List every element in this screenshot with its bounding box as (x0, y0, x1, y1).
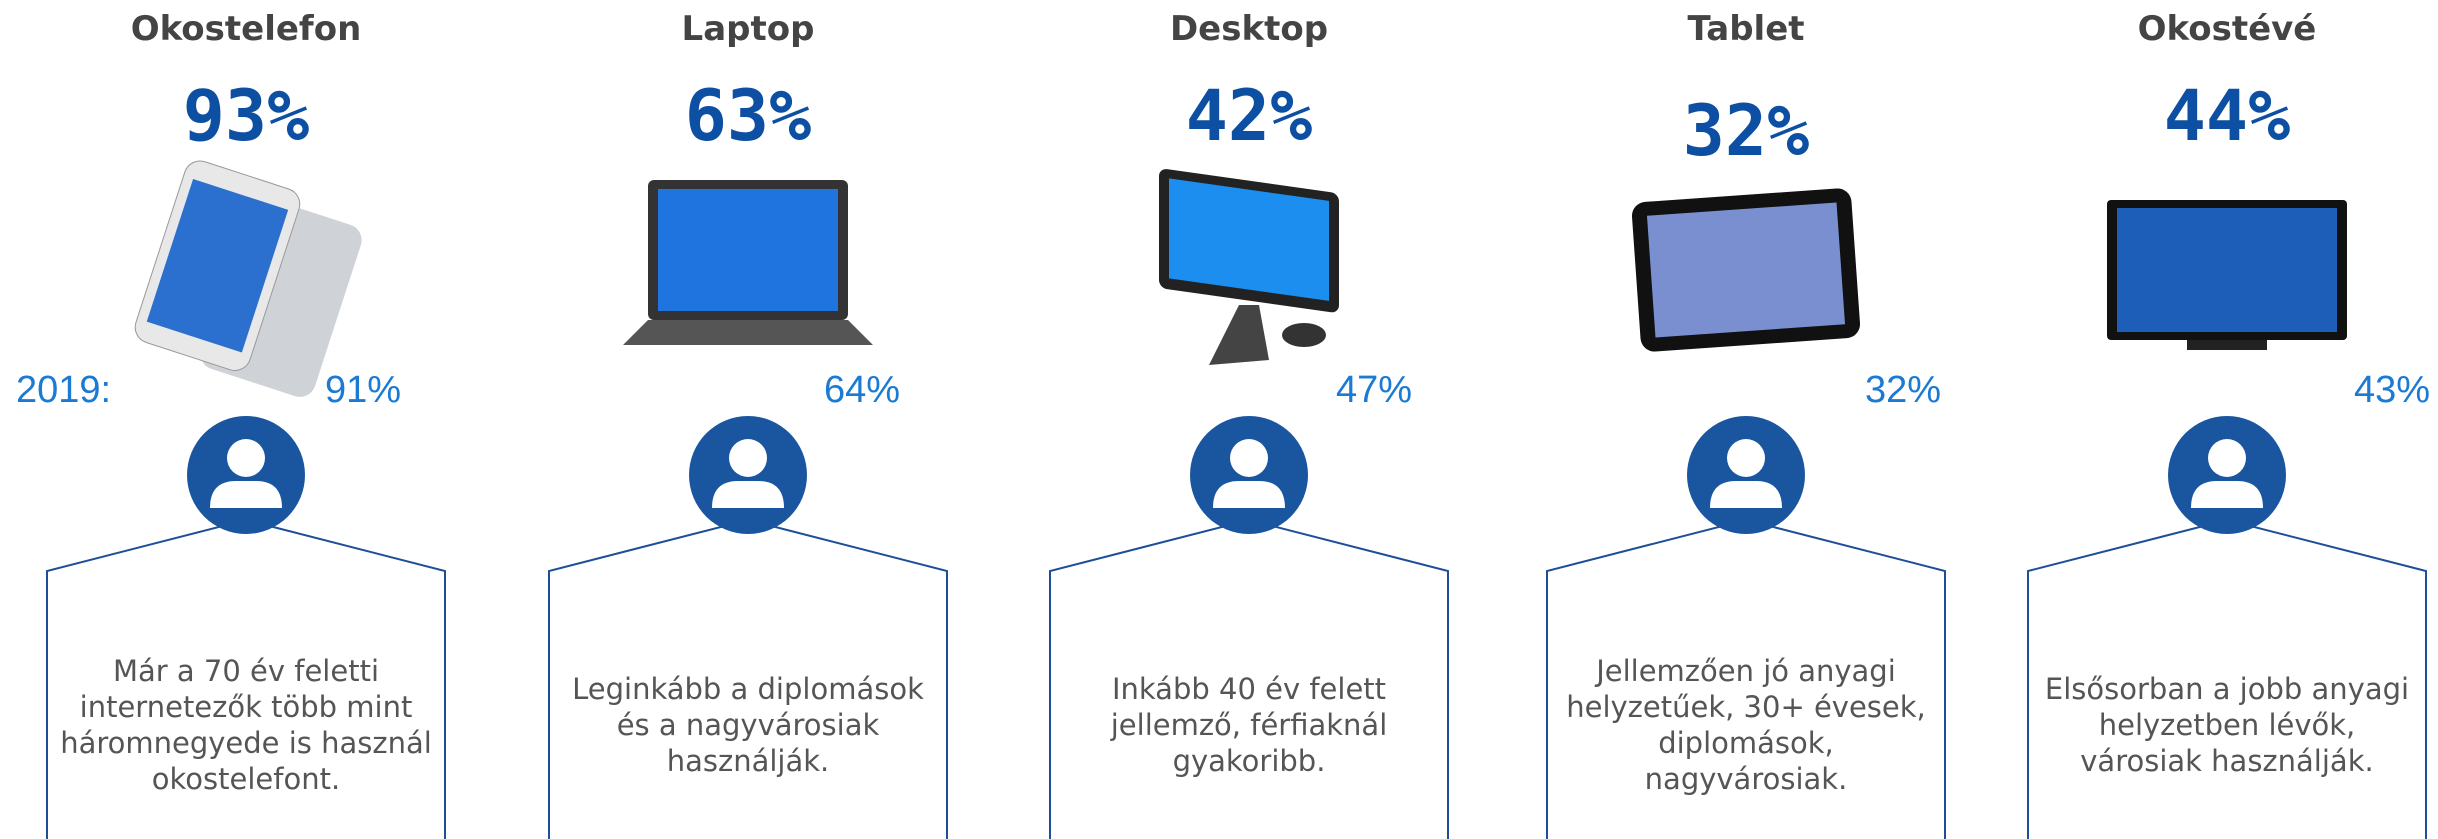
person-head (2208, 439, 2246, 477)
device-column: Okostelefon 93% 91% Már a 70 év felettiinte… (46, 9, 446, 839)
device-name: Tablet (1687, 9, 1804, 49)
device-name: Okostelefon (131, 9, 362, 49)
device-name: Desktop (1170, 9, 1328, 49)
device-share: 32% (1683, 90, 1809, 172)
description-line: nagyvárosiak. (1645, 762, 1848, 796)
description-line: Elsősorban a jobb anyagi (2045, 672, 2409, 706)
monitor-stand (1209, 305, 1269, 365)
tv-screen (2117, 208, 2337, 332)
device-share: 63% (685, 75, 811, 157)
description-line: gyakoribb. (1173, 744, 1326, 778)
device-share: 93% (183, 75, 309, 157)
device-column: Tablet 32% 32% Jellemzően jó anyagihelyzetű… (1546, 9, 1946, 839)
description-line: helyzetűek, 30+ évesek, (1566, 690, 1926, 724)
description-line: okostelefont. (152, 762, 340, 796)
person-body (2191, 481, 2263, 508)
device-name: Laptop (682, 9, 815, 49)
phone-screen (146, 178, 289, 353)
person-head (729, 439, 767, 477)
mouse (1282, 323, 1326, 347)
description-line: jellemző, férfiaknál (1110, 708, 1388, 742)
description-line: Leginkább a diplomások (572, 672, 924, 706)
share-2019: 32% (1865, 369, 1941, 411)
person-body (1710, 481, 1782, 508)
monitor-screen (1169, 178, 1329, 301)
person-body (712, 481, 784, 508)
description-line: használják. (667, 744, 830, 778)
person-body (1213, 481, 1285, 508)
description-line: helyzetben lévők, (2099, 708, 2356, 742)
year-label: 2019: (16, 369, 111, 411)
tv-stand (2187, 340, 2267, 350)
description-line: háromnegyede is használ (60, 726, 432, 760)
person-head (1230, 439, 1268, 477)
device-column: Okostévé 44% 43% Elsősorban a jobb anyagihe… (2027, 9, 2430, 839)
share-2019: 91% (325, 369, 401, 411)
description-line: Már a 70 év feletti (113, 654, 379, 688)
device-column: Desktop 42% 47% Inkább 40 év felettjellemző… (1049, 9, 1449, 839)
description-line: diplomások, (1658, 726, 1834, 760)
person-head (1727, 439, 1765, 477)
device-share: 42% (1186, 75, 1312, 157)
device-name: Okostévé (2138, 9, 2317, 49)
person-head (227, 439, 265, 477)
description-line: és a nagyvárosiak (617, 708, 880, 742)
tablet-screen (1646, 202, 1846, 338)
description-line: internetezők több mint (80, 690, 413, 724)
laptop-screen (658, 189, 838, 311)
share-2019: 64% (824, 369, 900, 411)
description-line: Inkább 40 év felett (1112, 672, 1386, 706)
laptop-base (623, 320, 873, 345)
description-line: városiak használják. (2080, 744, 2373, 778)
share-2019: 43% (2354, 369, 2430, 411)
description-line: Jellemzően jó anyagi (1594, 654, 1896, 688)
person-body (210, 481, 282, 508)
device-share: 44% (2164, 75, 2290, 157)
share-2019: 47% (1336, 369, 1412, 411)
